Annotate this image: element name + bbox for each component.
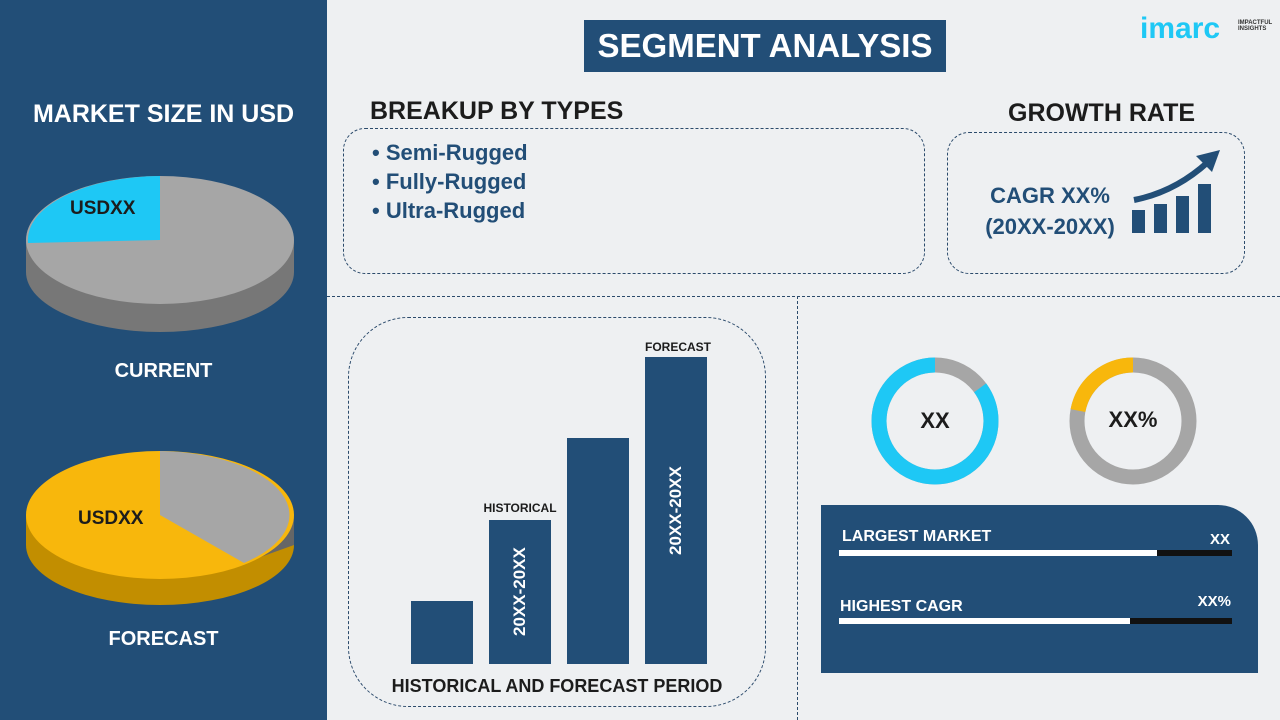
growth-text: CAGR XX% (20XX-20XX) <box>975 180 1125 242</box>
page-title: SEGMENT ANALYSIS <box>584 20 946 72</box>
cagr-value: CAGR XX% <box>990 183 1110 208</box>
current-label: CURRENT <box>114 360 213 382</box>
period-footer: HISTORICAL AND FORECAST PERIOD <box>391 676 723 696</box>
stat-label: HIGHEST CAGR <box>840 598 963 615</box>
forecast-range: 20XX-20XX <box>666 466 685 555</box>
stat-label: LARGEST MARKET <box>842 528 992 545</box>
bar-1 <box>411 601 473 664</box>
stats-panel <box>821 505 1258 673</box>
historical-label: HISTORICAL <box>483 501 557 515</box>
stat-value: XX% <box>1197 593 1231 610</box>
stat-bar <box>839 550 1232 556</box>
breakup-heading: BREAKUP BY TYPES <box>370 97 624 125</box>
donut-1 <box>871 357 999 485</box>
bar-forecast: 20XX-20XX <box>645 357 707 664</box>
divider <box>327 296 1280 297</box>
imarc-logo: imarc <box>1140 12 1221 45</box>
bar-3 <box>567 438 629 664</box>
cagr-period: (20XX-20XX) <box>985 214 1115 239</box>
forecast-label: FORECAST <box>108 628 219 650</box>
donut-2-label: XX% <box>1108 407 1158 432</box>
growth-heading: GROWTH RATE <box>1008 99 1196 127</box>
stat-value: XX <box>1209 531 1230 548</box>
donut-1-label: XX <box>920 408 950 433</box>
divider <box>797 296 798 720</box>
growth-chart-icon <box>1132 150 1220 233</box>
growth-box <box>947 132 1245 274</box>
logo-tagline: IMPACTFUL INSIGHTS <box>1238 20 1273 32</box>
forecast-pie <box>26 451 294 605</box>
donut-2 <box>1069 357 1197 485</box>
current-pie <box>26 176 294 332</box>
current-value: USDXX <box>70 198 136 219</box>
stat-bar <box>839 618 1232 624</box>
type-item: • Semi-Rugged <box>372 140 528 165</box>
breakup-box: • Semi-Rugged • Fully-Rugged • Ultra-Rug… <box>343 128 925 274</box>
type-item: • Fully-Rugged <box>372 169 527 194</box>
forecast-label: FORECAST <box>645 340 711 354</box>
historical-range: 20XX-20XX <box>510 547 529 637</box>
period-chart-box <box>348 317 766 707</box>
bar-historical: 20XX-20XX <box>489 520 551 664</box>
forecast-value: USDXX <box>78 508 144 529</box>
type-item: • Ultra-Rugged <box>372 198 526 223</box>
market-size-heading: MARKET SIZE IN USD <box>32 100 295 128</box>
